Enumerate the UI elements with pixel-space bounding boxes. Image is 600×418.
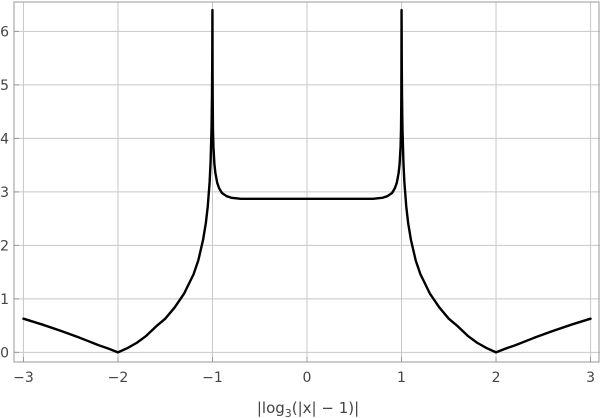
series-layer [22,8,592,354]
series-line-0 [22,8,592,354]
grid [14,2,600,362]
x-tick-label-6: 3 [586,370,595,386]
y-tick-label-0: 0 [0,345,9,361]
y-tick-label-6: 6 [0,24,9,40]
x-axis-label-pre: |log [257,399,285,417]
x-tick-label-0: −3 [13,370,34,386]
y-tick-label-2: 2 [0,238,9,254]
y-tick-label-5: 5 [0,78,9,94]
y-tick-label-4: 4 [0,131,9,147]
x-tick-label-3: 0 [303,370,312,386]
x-tick-label-4: 1 [397,370,406,386]
x-tick-label-2: −1 [202,370,223,386]
x-axis-label: |log3(|x| − 1)| [257,399,359,418]
x-axis-label-sub: 3 [285,407,292,418]
y-tick-label-3: 3 [0,185,9,201]
x-ticks: −3 −2 −1 0 1 2 3 [13,357,595,386]
x-tick-label-1: −2 [108,370,129,386]
y-tick-label-1: 1 [0,292,9,308]
x-axis-label-post: (|x| − 1)| [292,399,359,417]
y-ticks: 0 1 2 3 4 5 6 [0,24,19,361]
x-tick-label-5: 2 [492,370,501,386]
